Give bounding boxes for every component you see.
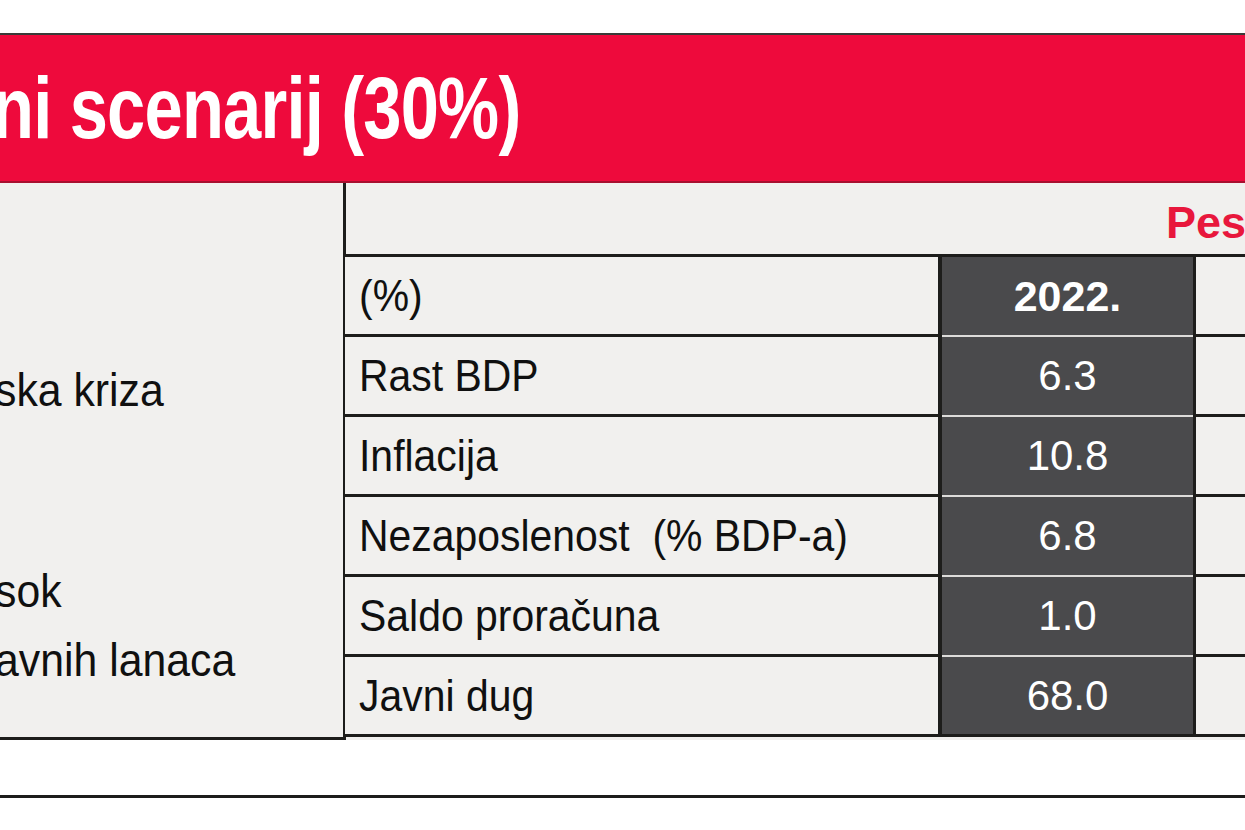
row-label-cell: Saldo proračuna (345, 577, 942, 657)
next-column-stub (1193, 497, 1245, 577)
row-value-cell: 1.0 (942, 577, 1193, 657)
row-label: Javni dug (359, 671, 534, 721)
row-label-cell: Rast BDP (345, 337, 942, 417)
row-value: 6.8 (1038, 512, 1096, 560)
row-value: 10.8 (1027, 432, 1109, 480)
content-area: ska kriza sok bilnosti avnih lanaca etar… (0, 183, 1245, 740)
row-label: Rast BDP (359, 351, 539, 401)
row-value-cell: 10.8 (942, 417, 1193, 497)
unit-header-label: (%) (359, 271, 423, 321)
table-header-row: (%) 2022. (345, 257, 1245, 337)
year-header-cell: 2022. (942, 257, 1193, 337)
row-label-cell: Javni dug (345, 657, 942, 737)
row-value: 68.0 (1027, 672, 1109, 720)
row-value: 1.0 (1038, 592, 1096, 640)
table-row: Javni dug 68.0 (345, 657, 1245, 737)
bottom-rule (0, 795, 1245, 798)
infographic: ni scenarij (30%) ska kriza sok bilnosti… (0, 0, 1245, 830)
context-line: avnih lanaca (0, 627, 288, 694)
row-label: Inflacija (359, 431, 498, 481)
row-value-cell: 68.0 (942, 657, 1193, 737)
next-column-stub (1193, 577, 1245, 657)
row-label: Nezaposlenost (% BDP-a) (359, 511, 848, 561)
context-text-block-2: avnih lanaca etarno stezanje ls (0, 493, 288, 740)
next-column-stub (1193, 417, 1245, 497)
context-line: ska kriza (0, 357, 164, 424)
table-row: Rast BDP 6.3 (345, 337, 1245, 417)
table-row: Inflacija 10.8 (345, 417, 1245, 497)
scenario-banner: ni scenarij (30%) (0, 33, 1245, 183)
unit-header-cell: (%) (345, 257, 942, 337)
row-label: Saldo proračuna (359, 591, 659, 641)
row-value: 6.3 (1038, 352, 1096, 400)
row-value-cell: 6.3 (942, 337, 1193, 417)
indicators-table: (%) 2022. Rast BDP 6.3 Inflacija (345, 254, 1245, 737)
table-row: Nezaposlenost (% BDP-a) 6.8 (345, 497, 1245, 577)
row-label-cell: Nezaposlenost (% BDP-a) (345, 497, 942, 577)
year-header-label: 2022. (1014, 272, 1122, 321)
row-value-cell: 6.8 (942, 497, 1193, 577)
table-row: Saldo proračuna 1.0 (345, 577, 1245, 657)
next-column-stub (1193, 657, 1245, 737)
scenario-title: ni scenarij (30%) (0, 57, 520, 159)
row-label-cell: Inflacija (345, 417, 942, 497)
next-column-stub (1193, 257, 1245, 337)
panel-bottom-line (0, 737, 346, 740)
scenario-column-heading: Pes (1166, 197, 1245, 249)
next-column-stub (1193, 337, 1245, 417)
